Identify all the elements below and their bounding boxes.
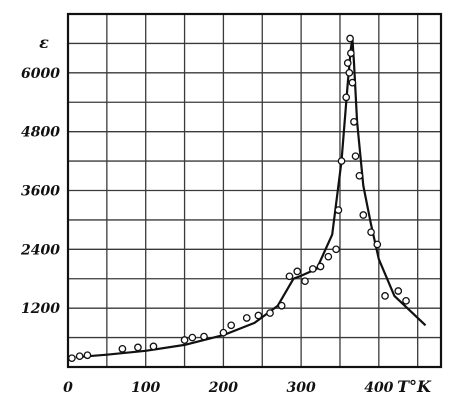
data-point [266, 309, 274, 317]
data-point [242, 314, 251, 322]
data-point [348, 78, 357, 87]
axes-frame [66, 12, 443, 369]
x-tick-label: 400 [364, 380, 393, 396]
data-point [332, 245, 340, 254]
data-point [180, 336, 189, 344]
y-tick-label: 4800 [21, 125, 60, 141]
data-point [359, 211, 368, 219]
data-point [351, 152, 360, 161]
y-axis-label: ε [39, 33, 49, 52]
data-point [394, 287, 403, 295]
data-point [367, 228, 375, 237]
data-point [83, 351, 92, 360]
data-point [301, 277, 309, 286]
data-point [381, 292, 389, 300]
grid [68, 14, 441, 367]
data-point [285, 272, 294, 281]
data-point [254, 311, 263, 320]
data-point [373, 240, 382, 249]
data-point [346, 34, 354, 43]
x-tick-label: 200 [208, 380, 238, 396]
data-point [118, 345, 127, 353]
y-tick-label: 1200 [21, 301, 60, 317]
data-point [324, 252, 333, 261]
x-tick-label: 300 [287, 380, 316, 396]
data-point [149, 342, 158, 351]
data-point [188, 333, 197, 342]
series [68, 34, 427, 363]
data-point [293, 267, 302, 276]
x-tick-label: 100 [131, 380, 160, 396]
y-tick-label: 2400 [20, 242, 60, 258]
data-point [68, 354, 76, 363]
data-point [342, 93, 351, 102]
data-point [219, 328, 228, 337]
data-point [75, 352, 84, 361]
data-point [227, 321, 236, 330]
y-tick-label: 3600 [21, 184, 60, 200]
data-point [345, 68, 354, 77]
data-point [355, 171, 364, 180]
data-point [334, 206, 343, 214]
data-point [337, 157, 346, 165]
data-point [316, 262, 325, 271]
plot-frame [66, 12, 443, 369]
data-point [134, 343, 142, 352]
x-tick-label: 0 [63, 380, 73, 396]
data-point [402, 296, 410, 305]
data-point [343, 59, 352, 67]
series-line [75, 37, 427, 359]
data-point [200, 332, 208, 341]
data-point [308, 265, 317, 273]
y-tick-label: 6000 [21, 66, 60, 82]
x-axis-label: T°K [397, 377, 432, 396]
data-point [277, 301, 286, 310]
labels: 0 100 200 300 400 1200 2400 3600 4800 6000 T°K ε [20, 33, 432, 396]
data-point [350, 118, 358, 126]
data-point [347, 49, 355, 58]
